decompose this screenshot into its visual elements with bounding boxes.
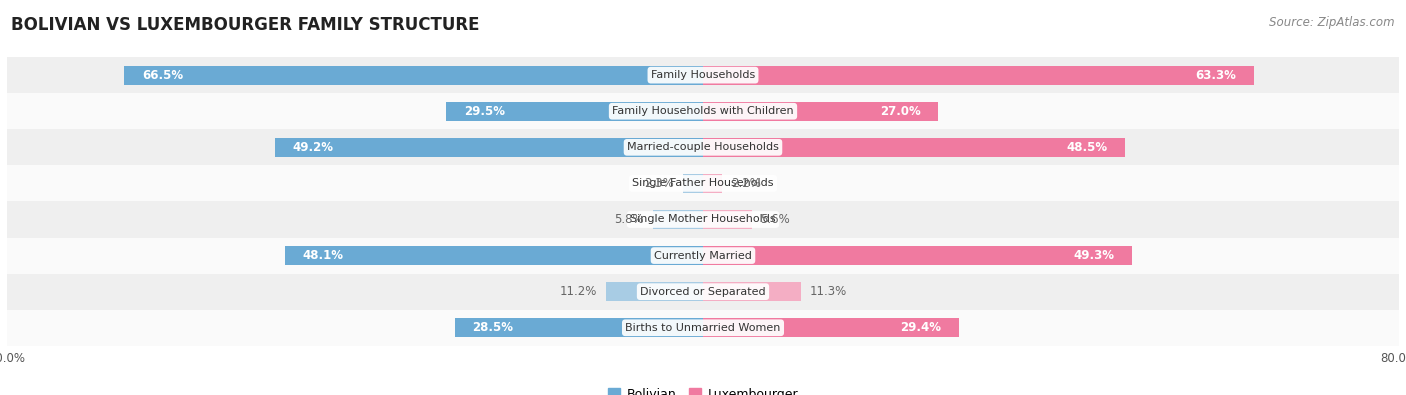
Bar (683, 174, 703, 193)
Text: 49.2%: 49.2% (292, 141, 333, 154)
Bar (703, 210, 752, 229)
Text: 66.5%: 66.5% (142, 69, 183, 82)
Bar (125, 66, 703, 85)
Text: 2.2%: 2.2% (731, 177, 761, 190)
Text: Source: ZipAtlas.com: Source: ZipAtlas.com (1270, 16, 1395, 29)
Text: Single Mother Households: Single Mother Households (630, 214, 776, 224)
Bar (7, 129, 1399, 166)
Bar (7, 310, 1399, 346)
Text: 11.3%: 11.3% (810, 285, 848, 298)
Bar (652, 210, 703, 229)
Text: 48.5%: 48.5% (1066, 141, 1108, 154)
Text: Family Households: Family Households (651, 70, 755, 80)
Bar (276, 138, 703, 157)
Text: 49.3%: 49.3% (1074, 249, 1115, 262)
Text: 11.2%: 11.2% (560, 285, 598, 298)
Text: 48.1%: 48.1% (302, 249, 343, 262)
Bar (7, 166, 1399, 201)
Text: 29.4%: 29.4% (900, 321, 942, 334)
Legend: Bolivian, Luxembourger: Bolivian, Luxembourger (603, 383, 803, 395)
Text: 27.0%: 27.0% (880, 105, 921, 118)
Text: 29.5%: 29.5% (464, 105, 505, 118)
Text: Divorced or Separated: Divorced or Separated (640, 287, 766, 297)
Bar (703, 246, 1132, 265)
Bar (703, 138, 1125, 157)
Bar (456, 318, 703, 337)
Text: Married-couple Households: Married-couple Households (627, 142, 779, 152)
Bar (7, 274, 1399, 310)
Bar (703, 174, 723, 193)
Bar (606, 282, 703, 301)
Text: 5.8%: 5.8% (614, 213, 644, 226)
Bar (7, 93, 1399, 129)
Bar (703, 318, 959, 337)
Bar (703, 66, 1254, 85)
Text: Currently Married: Currently Married (654, 250, 752, 261)
Bar (284, 246, 703, 265)
Text: 2.3%: 2.3% (644, 177, 675, 190)
Bar (703, 282, 801, 301)
Bar (446, 102, 703, 120)
Text: Single Father Households: Single Father Households (633, 179, 773, 188)
Bar (7, 57, 1399, 93)
Text: Family Households with Children: Family Households with Children (612, 106, 794, 116)
Text: Births to Unmarried Women: Births to Unmarried Women (626, 323, 780, 333)
Text: 63.3%: 63.3% (1195, 69, 1236, 82)
Bar (703, 102, 938, 120)
Text: 5.6%: 5.6% (761, 213, 790, 226)
Text: BOLIVIAN VS LUXEMBOURGER FAMILY STRUCTURE: BOLIVIAN VS LUXEMBOURGER FAMILY STRUCTUR… (11, 16, 479, 34)
Bar (7, 201, 1399, 237)
Bar (7, 237, 1399, 274)
Text: 28.5%: 28.5% (472, 321, 513, 334)
